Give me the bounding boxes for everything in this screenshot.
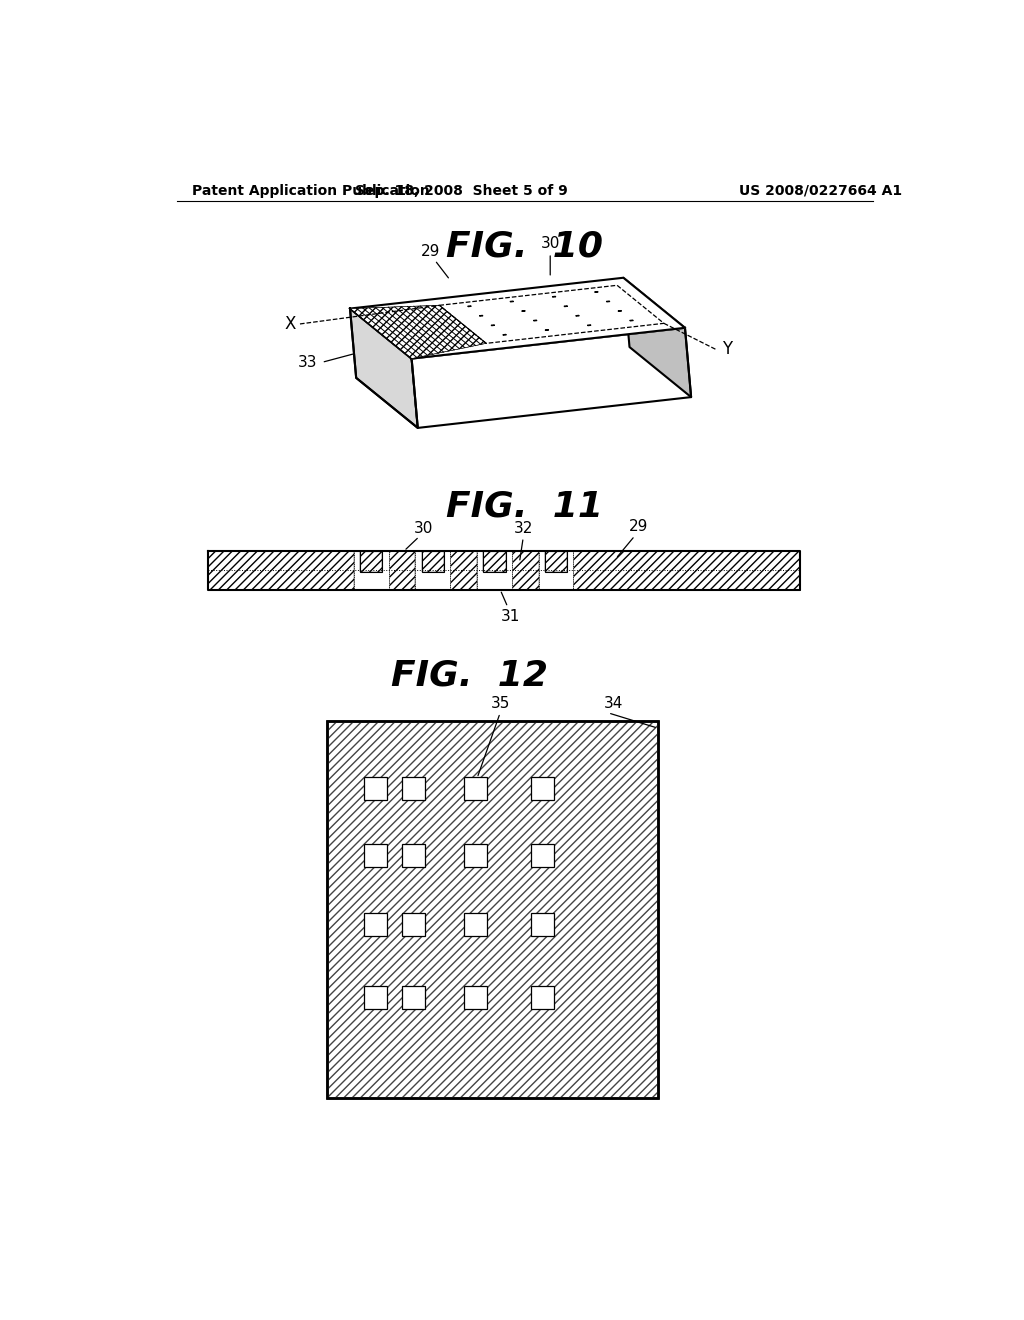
Bar <box>531 913 554 936</box>
Polygon shape <box>624 277 691 397</box>
Bar <box>402 913 425 936</box>
Bar <box>364 986 387 1010</box>
Polygon shape <box>412 327 691 428</box>
Bar <box>359 552 382 573</box>
Bar <box>402 776 425 800</box>
Bar <box>545 552 567 573</box>
Bar <box>402 843 425 867</box>
Bar <box>327 721 658 1098</box>
Bar <box>402 986 425 1010</box>
Text: 29: 29 <box>629 519 648 535</box>
Text: FIG.  12: FIG. 12 <box>391 659 548 693</box>
Bar <box>483 552 506 573</box>
Text: Patent Application Publication: Patent Application Publication <box>193 183 430 198</box>
Polygon shape <box>350 309 418 428</box>
Text: 29: 29 <box>421 243 440 259</box>
Bar <box>573 552 801 590</box>
Text: 33: 33 <box>297 355 316 370</box>
Bar <box>464 843 487 867</box>
Bar <box>464 986 487 1010</box>
Bar <box>364 776 387 800</box>
Text: FIG.  10: FIG. 10 <box>446 230 603 263</box>
Bar <box>545 552 567 573</box>
Text: FIG.  11: FIG. 11 <box>446 490 603 524</box>
Polygon shape <box>350 305 486 359</box>
Text: 30: 30 <box>414 520 433 536</box>
Bar <box>464 913 487 936</box>
Bar <box>539 552 573 590</box>
Bar <box>451 552 477 590</box>
Text: 31: 31 <box>501 609 520 624</box>
Bar <box>208 552 801 590</box>
Text: 30: 30 <box>541 236 560 251</box>
Bar <box>477 552 512 590</box>
Bar <box>354 552 388 590</box>
Bar <box>483 552 506 573</box>
Bar <box>416 552 451 590</box>
Bar <box>531 776 554 800</box>
Text: Sep. 18, 2008  Sheet 5 of 9: Sep. 18, 2008 Sheet 5 of 9 <box>355 183 568 198</box>
Bar <box>422 552 444 573</box>
Text: 32: 32 <box>514 520 532 536</box>
Text: Y: Y <box>722 341 732 358</box>
Bar <box>388 552 416 590</box>
Bar <box>388 552 416 590</box>
Bar <box>327 721 658 1098</box>
Bar <box>327 721 658 1098</box>
Bar <box>359 552 382 573</box>
Bar <box>512 552 539 590</box>
Bar <box>531 986 554 1010</box>
Text: US 2008/0227664 A1: US 2008/0227664 A1 <box>739 183 902 198</box>
Bar <box>512 552 539 590</box>
Bar <box>208 552 354 590</box>
Polygon shape <box>350 277 685 359</box>
Text: 34: 34 <box>604 696 624 711</box>
Bar <box>464 776 487 800</box>
Bar <box>364 913 387 936</box>
Text: 35: 35 <box>490 696 510 711</box>
Bar <box>208 552 354 590</box>
Bar <box>364 843 387 867</box>
Bar <box>422 552 444 573</box>
Bar <box>573 552 801 590</box>
Text: X: X <box>285 315 296 333</box>
Bar <box>451 552 477 590</box>
Bar <box>531 843 554 867</box>
